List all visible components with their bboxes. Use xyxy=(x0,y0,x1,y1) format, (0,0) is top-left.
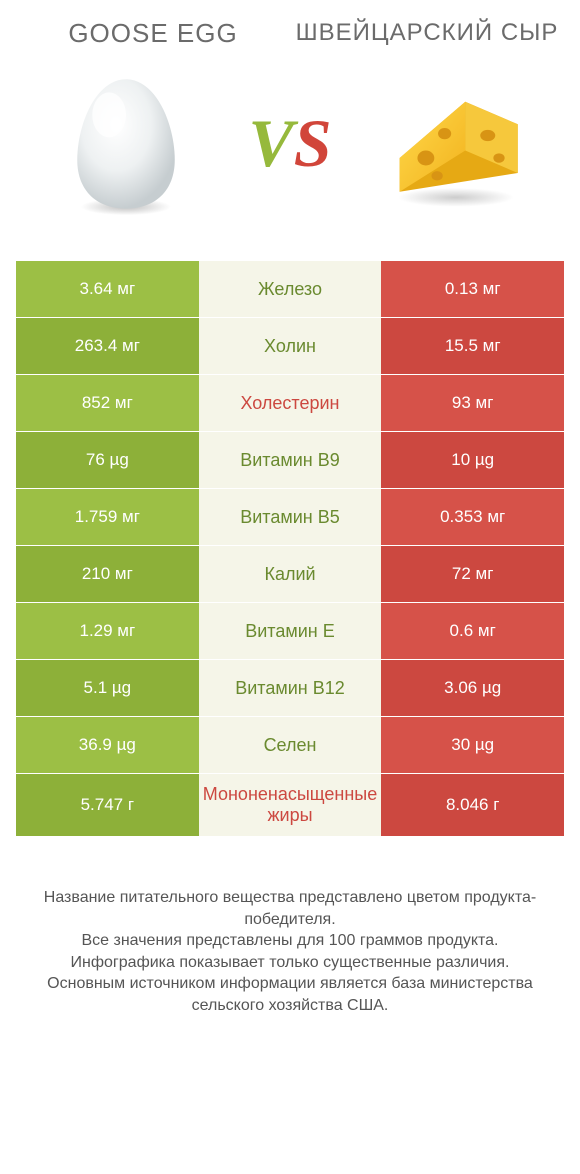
left-value: 5.747 г xyxy=(16,774,199,836)
left-value: 36.9 µg xyxy=(16,717,199,773)
table-row: 263.4 мгХолин15.5 мг xyxy=(16,318,564,375)
left-value: 852 мг xyxy=(16,375,199,431)
right-value: 93 мг xyxy=(381,375,564,431)
footer-notes: Название питательного вещества представл… xyxy=(16,887,564,1017)
footer-line: Все значения представлены для 100 граммо… xyxy=(22,930,558,952)
left-value: 5.1 µg xyxy=(16,660,199,716)
nutrient-name: Мононенасыщенные жиры xyxy=(199,774,382,836)
left-value: 210 мг xyxy=(16,546,199,602)
right-value: 3.06 µg xyxy=(381,660,564,716)
table-row: 210 мгКалий72 мг xyxy=(16,546,564,603)
right-value: 0.13 мг xyxy=(381,261,564,317)
right-value: 72 мг xyxy=(381,546,564,602)
table-row: 5.747 гМононенасыщенные жиры8.046 г xyxy=(16,774,564,837)
table-row: 76 µgВитамин B910 µg xyxy=(16,432,564,489)
table-row: 1.759 мгВитамин B50.353 мг xyxy=(16,489,564,546)
left-product-title: GOOSE EGG xyxy=(16,18,290,49)
vs-label: VS xyxy=(248,109,331,177)
nutrient-name: Витамин E xyxy=(199,603,382,659)
left-value: 3.64 мг xyxy=(16,261,199,317)
right-value: 0.353 мг xyxy=(381,489,564,545)
vs-s: S xyxy=(294,105,332,181)
nutrient-name: Витамин B9 xyxy=(199,432,382,488)
table-row: 1.29 мгВитамин E0.6 мг xyxy=(16,603,564,660)
egg-image xyxy=(46,63,206,223)
left-value: 76 µg xyxy=(16,432,199,488)
comparison-table: 3.64 мгЖелезо0.13 мг263.4 мгХолин15.5 мг… xyxy=(16,261,564,837)
left-value: 1.759 мг xyxy=(16,489,199,545)
nutrient-name: Витамин B5 xyxy=(199,489,382,545)
right-value: 0.6 мг xyxy=(381,603,564,659)
right-value: 30 µg xyxy=(381,717,564,773)
table-row: 3.64 мгЖелезо0.13 мг xyxy=(16,261,564,318)
nutrient-name: Селен xyxy=(199,717,382,773)
cheese-image xyxy=(374,63,534,223)
right-product-title: ШВЕЙЦАРСКИЙ СЫР xyxy=(290,20,564,46)
nutrient-name: Калий xyxy=(199,546,382,602)
table-row: 852 мгХолестерин93 мг xyxy=(16,375,564,432)
nutrient-name: Железо xyxy=(199,261,382,317)
product-images-row: VS xyxy=(16,63,564,233)
vs-v: V xyxy=(248,105,293,181)
left-value: 263.4 мг xyxy=(16,318,199,374)
table-row: 36.9 µgСелен30 µg xyxy=(16,717,564,774)
left-value: 1.29 мг xyxy=(16,603,199,659)
footer-line: Название питательного вещества представл… xyxy=(22,887,558,930)
table-row: 5.1 µgВитамин B123.06 µg xyxy=(16,660,564,717)
nutrient-name: Витамин B12 xyxy=(199,660,382,716)
right-value: 8.046 г xyxy=(381,774,564,836)
right-value: 10 µg xyxy=(381,432,564,488)
nutrient-name: Холин xyxy=(199,318,382,374)
footer-line: Инфографика показывает только существенн… xyxy=(22,952,558,974)
nutrient-name: Холестерин xyxy=(199,375,382,431)
footer-line: Основным источником информации является … xyxy=(22,973,558,1016)
header: GOOSE EGG ШВЕЙЦАРСКИЙ СЫР xyxy=(16,18,564,49)
right-value: 15.5 мг xyxy=(381,318,564,374)
